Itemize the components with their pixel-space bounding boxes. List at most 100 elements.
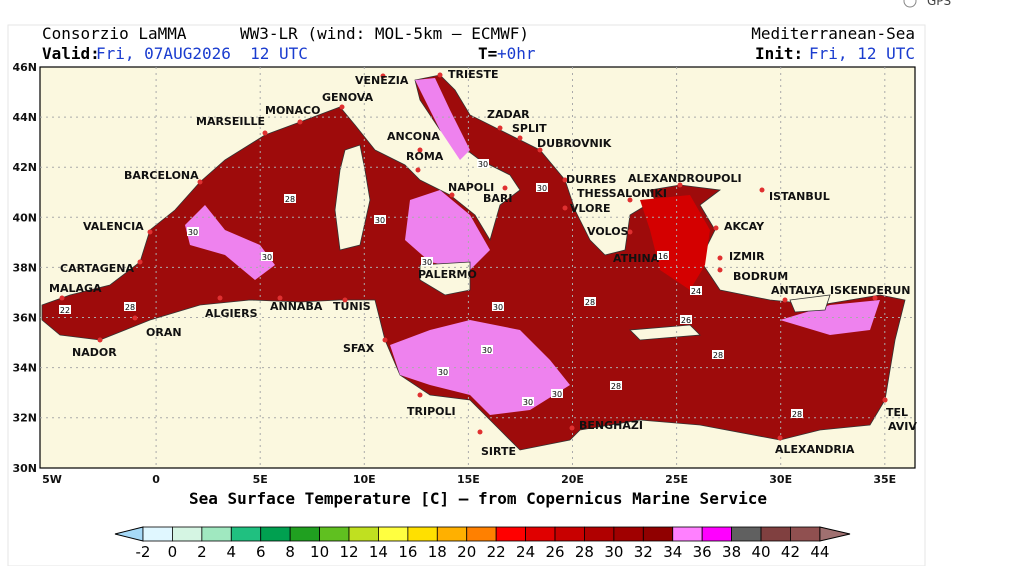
city-dot	[627, 197, 633, 203]
city-label: VALENCIA	[83, 220, 144, 233]
contour-label-bg	[791, 409, 803, 418]
init-label: Init:	[755, 44, 803, 63]
contour-label: 28	[792, 410, 802, 419]
city-label: PALERMO	[418, 268, 477, 281]
contour-label-bg	[421, 257, 433, 266]
colorbar-box	[701, 526, 732, 542]
contour-label-bg	[437, 367, 449, 376]
colorbar-label: 22	[487, 543, 506, 561]
t-value: +0hr	[497, 44, 536, 63]
contour-label: 28	[611, 382, 621, 391]
colorbar-label: 6	[256, 543, 266, 561]
lon-label: 0	[152, 473, 160, 486]
caption: Sea Surface Temperature [C] – from Coper…	[189, 489, 767, 508]
contour-label: 24	[691, 287, 701, 296]
city-dot	[759, 187, 765, 193]
city-label: ZADAR	[487, 108, 530, 121]
lat-label: 46N	[12, 61, 37, 74]
city-label: ALEXANDRIA	[775, 443, 855, 456]
contour-label-bg	[551, 389, 563, 398]
lat-label: 30N	[12, 462, 37, 475]
lon-label: 35E	[873, 473, 896, 486]
colorbar-box	[407, 526, 438, 542]
city-dot	[415, 167, 421, 173]
city-dot	[59, 295, 65, 301]
city-dot	[569, 425, 575, 431]
city-dot	[782, 297, 788, 303]
city-label: ATHINA	[613, 252, 660, 265]
contour-label: 30	[438, 368, 448, 377]
colorbar-box	[260, 526, 291, 542]
city-label: NADOR	[72, 346, 117, 359]
contour-label-bg	[712, 350, 724, 359]
contour-label: 22	[60, 306, 70, 315]
city-label: ALGIERS	[205, 307, 258, 320]
city-label: VOLOS	[587, 225, 629, 238]
city-dot	[872, 295, 878, 301]
colorbar-label: 10	[310, 543, 329, 561]
city-dot	[497, 125, 503, 131]
lon-label: 20E	[561, 473, 584, 486]
contour-label-bg	[492, 302, 504, 311]
city-label: SFAX	[343, 342, 375, 355]
contour-label: 30	[552, 390, 562, 399]
city-dot	[417, 147, 423, 153]
city-label: SPLIT	[512, 122, 547, 135]
contour-label-bg	[124, 302, 136, 311]
contour-label-bg	[481, 345, 493, 354]
contour-label-bg	[690, 286, 702, 295]
valid-label: Valid:	[42, 44, 100, 63]
contour-label-bg	[657, 251, 669, 260]
city-label: DURRES	[566, 173, 617, 186]
colorbar-label: 42	[781, 543, 800, 561]
source: Consorzio LaMMA	[42, 24, 187, 43]
lon-label: 10E	[353, 473, 376, 486]
lon-label: 5E	[253, 473, 268, 486]
lat-label: 32N	[12, 412, 37, 425]
colorbar-box	[613, 526, 644, 542]
city-dot	[262, 130, 268, 136]
init-value: Fri, 12 UTC	[809, 44, 915, 63]
contour-label: 26	[681, 316, 691, 325]
colorbar-box	[672, 526, 703, 542]
contour-label: 28	[585, 298, 595, 307]
city-dot	[562, 205, 568, 211]
city-dot	[717, 255, 723, 261]
colorbar-box	[731, 526, 762, 542]
contour-label-bg	[584, 297, 596, 306]
city-dot	[97, 337, 103, 343]
city-dot	[713, 225, 719, 231]
lon-label: 25E	[665, 473, 688, 486]
city-dot	[132, 315, 138, 321]
city-dot	[777, 435, 783, 441]
contour-label: 30	[523, 398, 533, 407]
city-dot	[677, 182, 683, 188]
colorbar-label: 18	[428, 543, 447, 561]
contour-label: 30	[493, 303, 503, 312]
colorbar-label: 8	[285, 543, 295, 561]
colorbar-box	[584, 526, 615, 542]
city-dot	[477, 429, 483, 435]
colorbar-label: 44	[810, 543, 829, 561]
city-dot	[449, 192, 455, 198]
city-label: TEL	[886, 406, 908, 419]
contour-label: 30	[537, 184, 547, 193]
city-label: VLORE	[570, 202, 610, 215]
contour-label-bg	[522, 397, 534, 406]
colorbar-box	[230, 526, 262, 542]
colorbar-box	[790, 526, 821, 542]
contour-label: 30	[262, 253, 272, 262]
city-label: ISTANBUL	[769, 190, 830, 203]
city-label: VENEZIA	[355, 74, 409, 87]
city-label: BODRUM	[733, 270, 788, 283]
city-dot	[217, 295, 223, 301]
colorbar-label: 34	[663, 543, 682, 561]
lon-label: 30E	[769, 473, 792, 486]
colorbar-box	[201, 526, 232, 542]
colorbar-label: 2	[197, 543, 207, 561]
gps-radio[interactable]	[903, 0, 917, 8]
contour-label: 30	[188, 228, 198, 237]
colorbar-box	[378, 526, 409, 542]
